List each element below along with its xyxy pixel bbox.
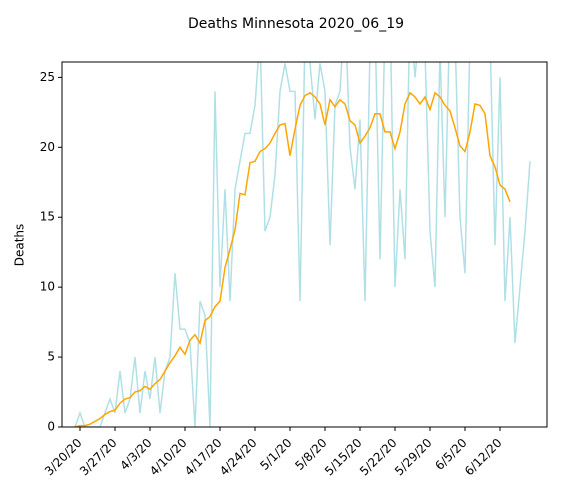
y-tick-label: 20 bbox=[40, 140, 55, 154]
x-tick-label: 5/1/20 bbox=[257, 436, 294, 473]
y-tick-label: 0 bbox=[47, 420, 55, 434]
series-line bbox=[74, 91, 511, 427]
x-tick-label: 5/29/20 bbox=[392, 436, 435, 479]
y-tick-label: 25 bbox=[40, 70, 55, 84]
x-tick-label: 3/27/20 bbox=[77, 436, 120, 479]
x-tick-label: 4/10/20 bbox=[147, 436, 190, 479]
series-line bbox=[74, 62, 531, 427]
x-tick-label: 5/15/20 bbox=[322, 436, 365, 479]
y-tick-label: 5 bbox=[47, 350, 55, 364]
y-tick-label: 10 bbox=[40, 280, 55, 294]
plot-frame bbox=[61, 61, 548, 428]
y-tick-label: 15 bbox=[40, 210, 55, 224]
x-tick-label: 6/12/20 bbox=[462, 436, 505, 479]
x-tick-label: 4/17/20 bbox=[182, 436, 225, 479]
plot-lines bbox=[74, 62, 531, 427]
x-tick-label: 4/24/20 bbox=[217, 436, 260, 479]
x-tick-label: 3/20/20 bbox=[42, 436, 85, 479]
x-tick-label: 5/22/20 bbox=[357, 436, 400, 479]
chart-title: Deaths Minnesota 2020_06_19 bbox=[188, 16, 404, 32]
y-axis-label: Deaths bbox=[13, 224, 27, 267]
